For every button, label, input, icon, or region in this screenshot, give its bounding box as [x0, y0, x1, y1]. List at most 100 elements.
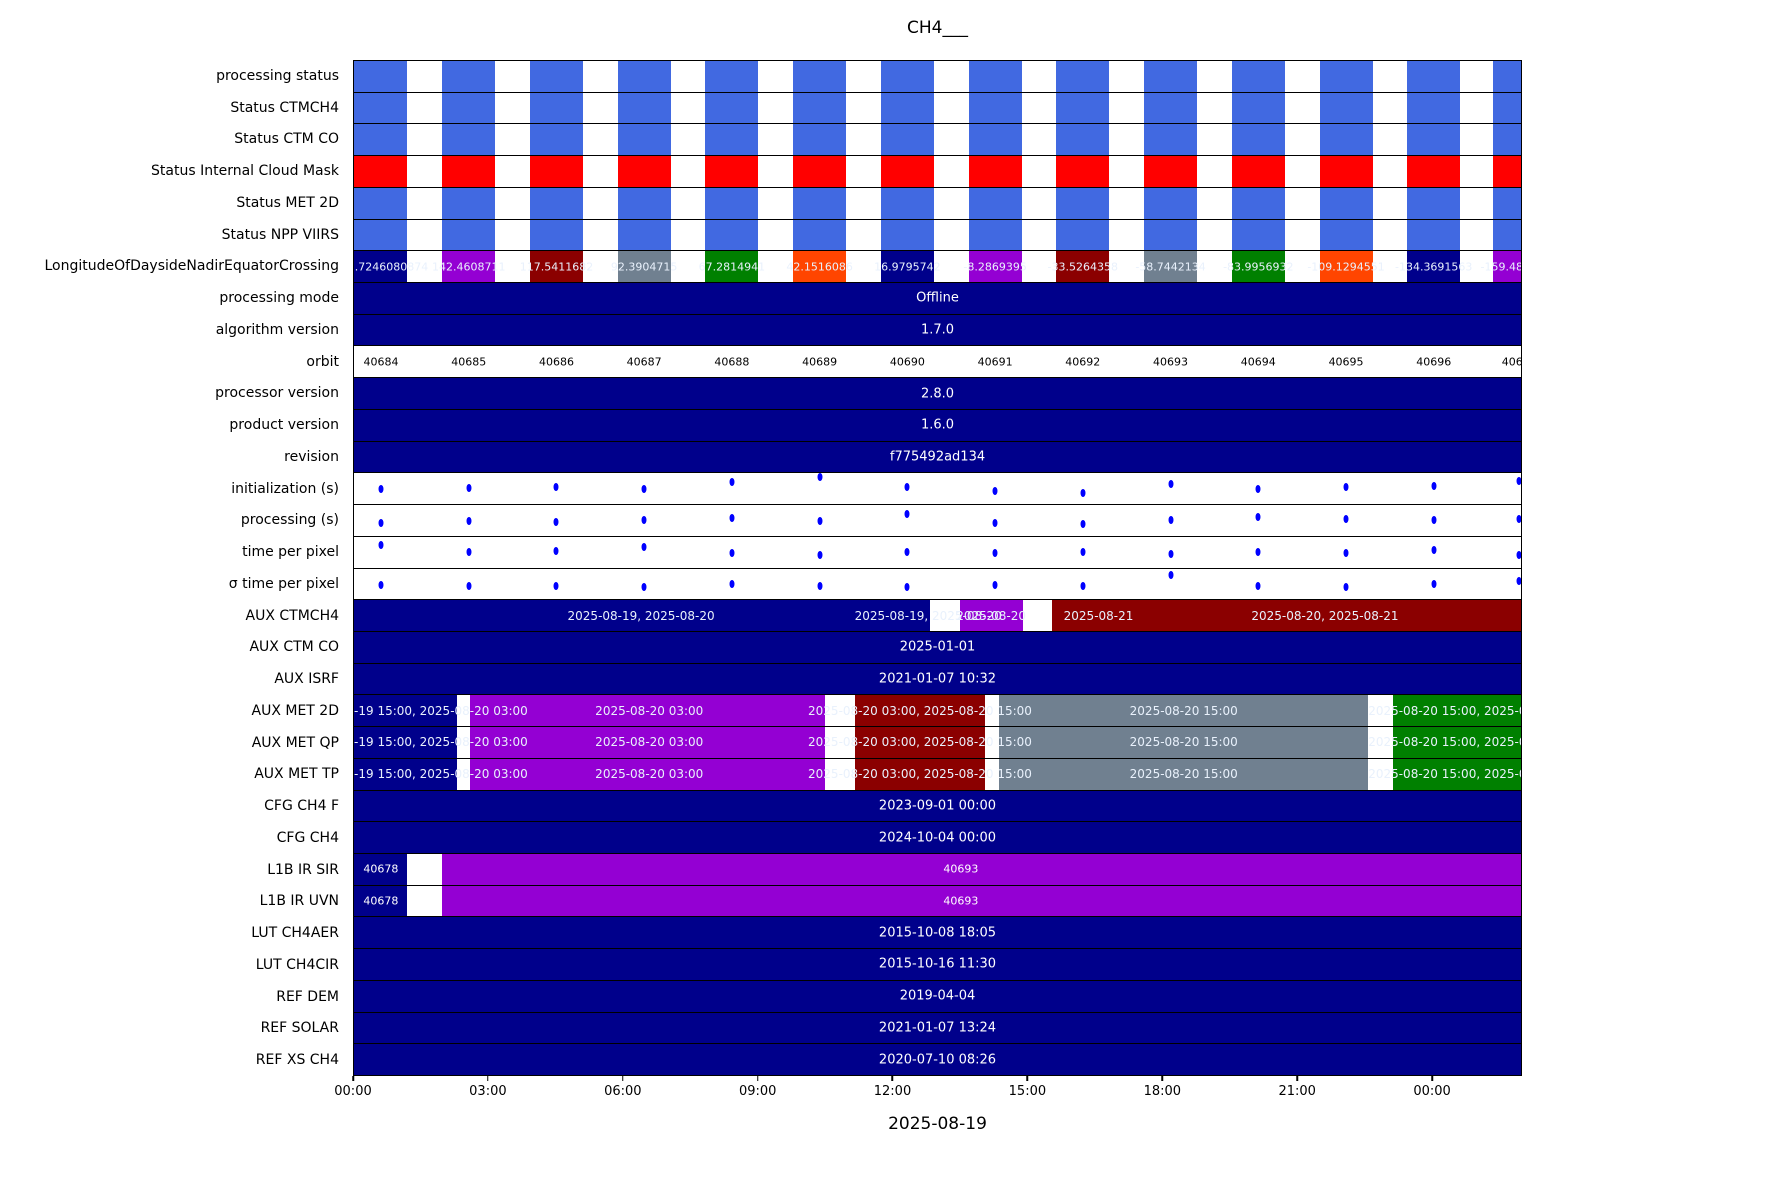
- time-segment: [354, 727, 457, 758]
- granule-bar: [705, 92, 759, 124]
- granule-bar: [705, 124, 759, 156]
- data-point: [1255, 547, 1261, 556]
- time-segment: [354, 600, 931, 631]
- row-label-text: Status NPP VIIRS: [221, 226, 339, 243]
- granule-bar: [880, 124, 934, 156]
- segment-label: 40693: [943, 862, 979, 876]
- segment-label: 2025-08-21: [1063, 608, 1134, 623]
- x-tick-mark: [352, 1076, 354, 1081]
- value-segment: [354, 949, 1521, 980]
- granule-bar: [880, 92, 934, 124]
- segment-label: 2025-08-19 15:00, 2025-08-20 03:00: [354, 767, 528, 782]
- orbit-number: 40686: [538, 355, 574, 369]
- data-point: [729, 548, 735, 557]
- row-l1b-ir-sir: 40678 40693: [354, 852, 1521, 885]
- row-label-cfg-ch4-f: CFG CH4 F: [0, 790, 347, 822]
- data-point: [729, 580, 735, 589]
- granule-bar: [793, 156, 847, 187]
- x-tick-label: 18:00: [1143, 1084, 1182, 1099]
- longitude-value: 92.3904715: [610, 260, 678, 274]
- row-label-lut-ch4aer: LUT CH4AER: [0, 917, 347, 949]
- granule-bar: [1407, 156, 1461, 187]
- time-segment: [854, 727, 986, 758]
- row-label-aux-ctm-co: AUX CTM CO: [0, 632, 347, 664]
- orbit-number: 40689: [802, 355, 838, 369]
- granule-bar: [529, 92, 583, 124]
- row-ref-dem: 2019-04-04: [354, 979, 1521, 1012]
- row-label-status-met-2d: Status MET 2D: [0, 187, 347, 219]
- data-point: [378, 541, 384, 550]
- longitude-value: -109.1294551: [1307, 260, 1385, 274]
- row-label-l1b-ir-uvn: L1B IR UVN: [0, 886, 347, 918]
- granule-bar: [442, 61, 496, 92]
- x-tick-mark: [1026, 1076, 1029, 1081]
- value-segment: [354, 631, 1521, 663]
- data-point: [466, 484, 472, 493]
- data-point: [378, 518, 384, 527]
- data-point: [1343, 582, 1349, 591]
- segment-label: 2025-08-20 15:00, 2025-08-21 03:00: [1368, 735, 1521, 750]
- granule-bar: [968, 124, 1022, 156]
- row-label-ref-dem: REF DEM: [0, 981, 347, 1013]
- longitude-value: 67.2814941: [698, 260, 766, 274]
- segment-label: 2025-08-20 03:00, 2025-08-20 15:00: [808, 735, 1032, 750]
- data-point: [817, 473, 823, 482]
- row-label-initialization-s: initialization (s): [0, 473, 347, 505]
- granule-bar: [793, 61, 847, 92]
- data-point: [904, 547, 910, 556]
- row-aux-met-qp: 2025-08-19 15:00, 2025-08-20 03:00 2025-0…: [354, 726, 1521, 758]
- granule-bar: [442, 124, 496, 156]
- granule-bar: [1492, 61, 1521, 92]
- data-point: [1080, 582, 1086, 591]
- longitude-value: -159.4803833: [1480, 260, 1521, 274]
- granule-bar: [1319, 61, 1373, 92]
- longitude-value: 117.5411682: [519, 260, 594, 274]
- value-segment: [354, 822, 1521, 853]
- segment-label: 2025-08-20 15:00, 2025-08-21 03:00: [1368, 767, 1521, 782]
- granule-bar: [354, 92, 408, 124]
- granule-bar: [1231, 124, 1285, 156]
- data-point: [1255, 512, 1261, 521]
- value-text: Offline: [916, 290, 959, 306]
- longitude-value: 16.9795742: [874, 260, 941, 274]
- granule-bar: [1144, 219, 1198, 251]
- data-point: [1343, 483, 1349, 492]
- value-segment: [354, 663, 1521, 695]
- x-tick-label: 09:00: [738, 1084, 777, 1099]
- segment-label: 2025-08-19 15:00, 2025-08-20 03:00: [354, 735, 528, 750]
- granule-bar: [705, 251, 759, 283]
- x-axis-label: 2025-08-19: [888, 1114, 987, 1134]
- time-segment: [354, 758, 457, 790]
- value-text: 2025-01-01: [899, 639, 976, 655]
- granule-bar: [1319, 156, 1373, 187]
- data-point: [641, 515, 647, 524]
- row-label-text: Status CTMCH4: [230, 99, 339, 116]
- value-text: 2015-10-08 18:05: [878, 925, 997, 941]
- segment-label: 2025-08-20 15:00: [1129, 767, 1238, 782]
- value-text: 2024-10-04 00:00: [878, 830, 997, 846]
- longitude-value: -33.5264358: [1047, 260, 1119, 274]
- segment-label: 2025-08-19, 2025-08-20: [854, 608, 1002, 623]
- segment-label: 2025-08-20 03:00, 2025-08-20 15:00: [808, 767, 1032, 782]
- granule-bar: [354, 251, 408, 283]
- data-point: [1431, 580, 1437, 589]
- granule-bar: [1492, 219, 1521, 251]
- granule-bar: [793, 187, 847, 219]
- granule-bar: [1056, 61, 1110, 92]
- segment-label: 2025-08-20 15:00, 2025-08-21 03:00: [1368, 703, 1521, 718]
- value-text: 1.6.0: [920, 417, 955, 433]
- row-label-text: REF XS CH4: [255, 1052, 339, 1069]
- segment-label: 40678: [363, 894, 399, 908]
- granule-bar: [1319, 251, 1373, 283]
- data-point: [466, 548, 472, 557]
- row-label-revision: revision: [0, 441, 347, 473]
- orbit-number: 40697: [1501, 355, 1521, 369]
- value-segment: [354, 441, 1521, 473]
- granule-bar: [1231, 92, 1285, 124]
- row-algorithm-version: 1.7.0: [354, 313, 1521, 346]
- segment-label: 2025-08-20: [956, 608, 1027, 623]
- data-point: [1168, 480, 1174, 489]
- granule-bar: [354, 219, 408, 251]
- row-label-cfg-ch4: CFG CH4: [0, 822, 347, 854]
- row-label-time-per-pixel: σ time per pixel: [0, 568, 347, 600]
